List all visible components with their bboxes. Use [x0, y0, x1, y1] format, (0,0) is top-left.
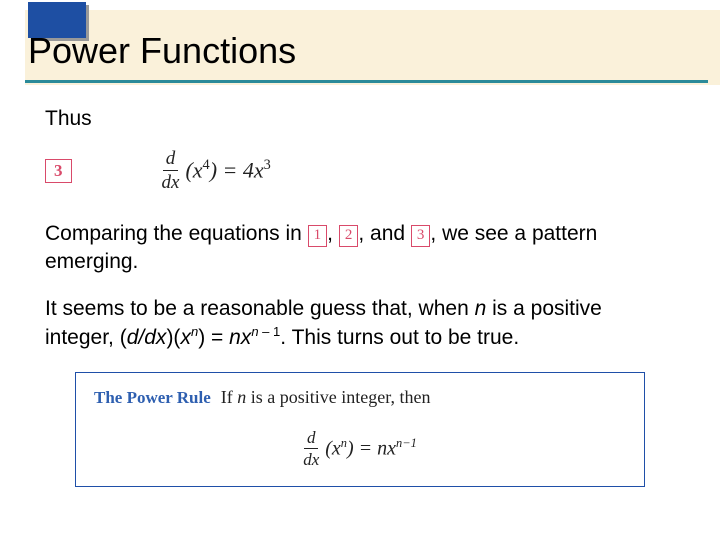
- rule-eq-inner: (xn) = nxn−1: [325, 436, 417, 461]
- eq-rhs-x: x: [254, 158, 264, 183]
- eq-rhs-exp: 3: [264, 157, 271, 173]
- compare-text-a: Comparing the equations in: [45, 222, 308, 245]
- rule-lparen: (: [325, 438, 332, 460]
- guess-a: It seems to be a reasonable guess that, …: [45, 297, 475, 320]
- rule-frac-top: d: [304, 429, 319, 449]
- compare-paragraph: Comparing the equations in 1, 2, and 3, …: [45, 220, 675, 275]
- frac-numerator: d: [163, 149, 179, 171]
- rule-rparen-eq: ) =: [347, 438, 372, 460]
- guess-dx: dx: [144, 326, 166, 349]
- rule-equation: d dx (xn) = nxn−1: [94, 426, 626, 468]
- guess-eq: ) =: [198, 326, 229, 349]
- ref-box-2: 2: [339, 225, 359, 247]
- ref-box-3: 3: [411, 225, 431, 247]
- guess-paragraph: It seems to be a reasonable guess that, …: [45, 295, 675, 351]
- header-underline: [25, 80, 708, 83]
- guess-end: . This turns out to be true.: [280, 326, 519, 349]
- rule-frac: d dx: [303, 429, 319, 468]
- guess-nxexp2: – 1: [259, 324, 281, 339]
- rule-var: x: [332, 438, 341, 460]
- sep-23: ,: [358, 222, 370, 245]
- eq-exp-4: 4: [203, 157, 210, 173]
- derivative-equation: d dx (x4) = 4x3: [162, 149, 271, 192]
- equation-body: (x4) = 4x3: [185, 157, 270, 183]
- lparen: (: [185, 158, 192, 183]
- equation-number-box: 3: [45, 159, 72, 183]
- guess-d: d: [127, 326, 139, 349]
- fraction-ddx: d dx: [162, 149, 180, 192]
- rule-title: The Power Rule: [94, 388, 211, 407]
- rule-n: n: [237, 387, 246, 407]
- guess-x: x: [180, 326, 191, 349]
- sep-12: ,: [327, 222, 339, 245]
- rule-text-a: If: [221, 387, 238, 407]
- guess-nxexp: n: [251, 324, 258, 339]
- header-band: Power Functions: [0, 10, 720, 85]
- ref-box-1: 1: [308, 225, 328, 247]
- equation-row: 3 d dx (x4) = 4x3: [45, 149, 675, 192]
- rparen-eq: ) =: [210, 158, 238, 183]
- eq-coef-4: 4: [243, 158, 254, 183]
- rule-text: If n is a positive integer, then: [221, 387, 431, 407]
- content-area: Thus 3 d dx (x4) = 4x3 Comparing the equ…: [0, 85, 720, 487]
- page-title: Power Functions: [28, 30, 296, 72]
- power-rule-box: The Power Rule If n is a positive intege…: [75, 372, 645, 487]
- eq-var-x: x: [193, 158, 203, 183]
- rule-frac-bot: dx: [303, 449, 319, 468]
- sep-3: ,: [430, 222, 442, 245]
- guess-nx: nx: [229, 326, 251, 349]
- rule-rhs-nx: nx: [377, 438, 396, 460]
- guess-c: )(: [166, 326, 180, 349]
- intro-text: Thus: [45, 107, 675, 131]
- compare-and: and: [370, 222, 411, 245]
- rule-rhs-exp: n−1: [396, 436, 417, 450]
- rule-eq-body: d dx (xn) = nxn−1: [303, 429, 417, 468]
- guess-n: n: [475, 297, 487, 320]
- rule-text-b: is a positive integer, then: [246, 387, 430, 407]
- frac-denominator: dx: [162, 171, 180, 192]
